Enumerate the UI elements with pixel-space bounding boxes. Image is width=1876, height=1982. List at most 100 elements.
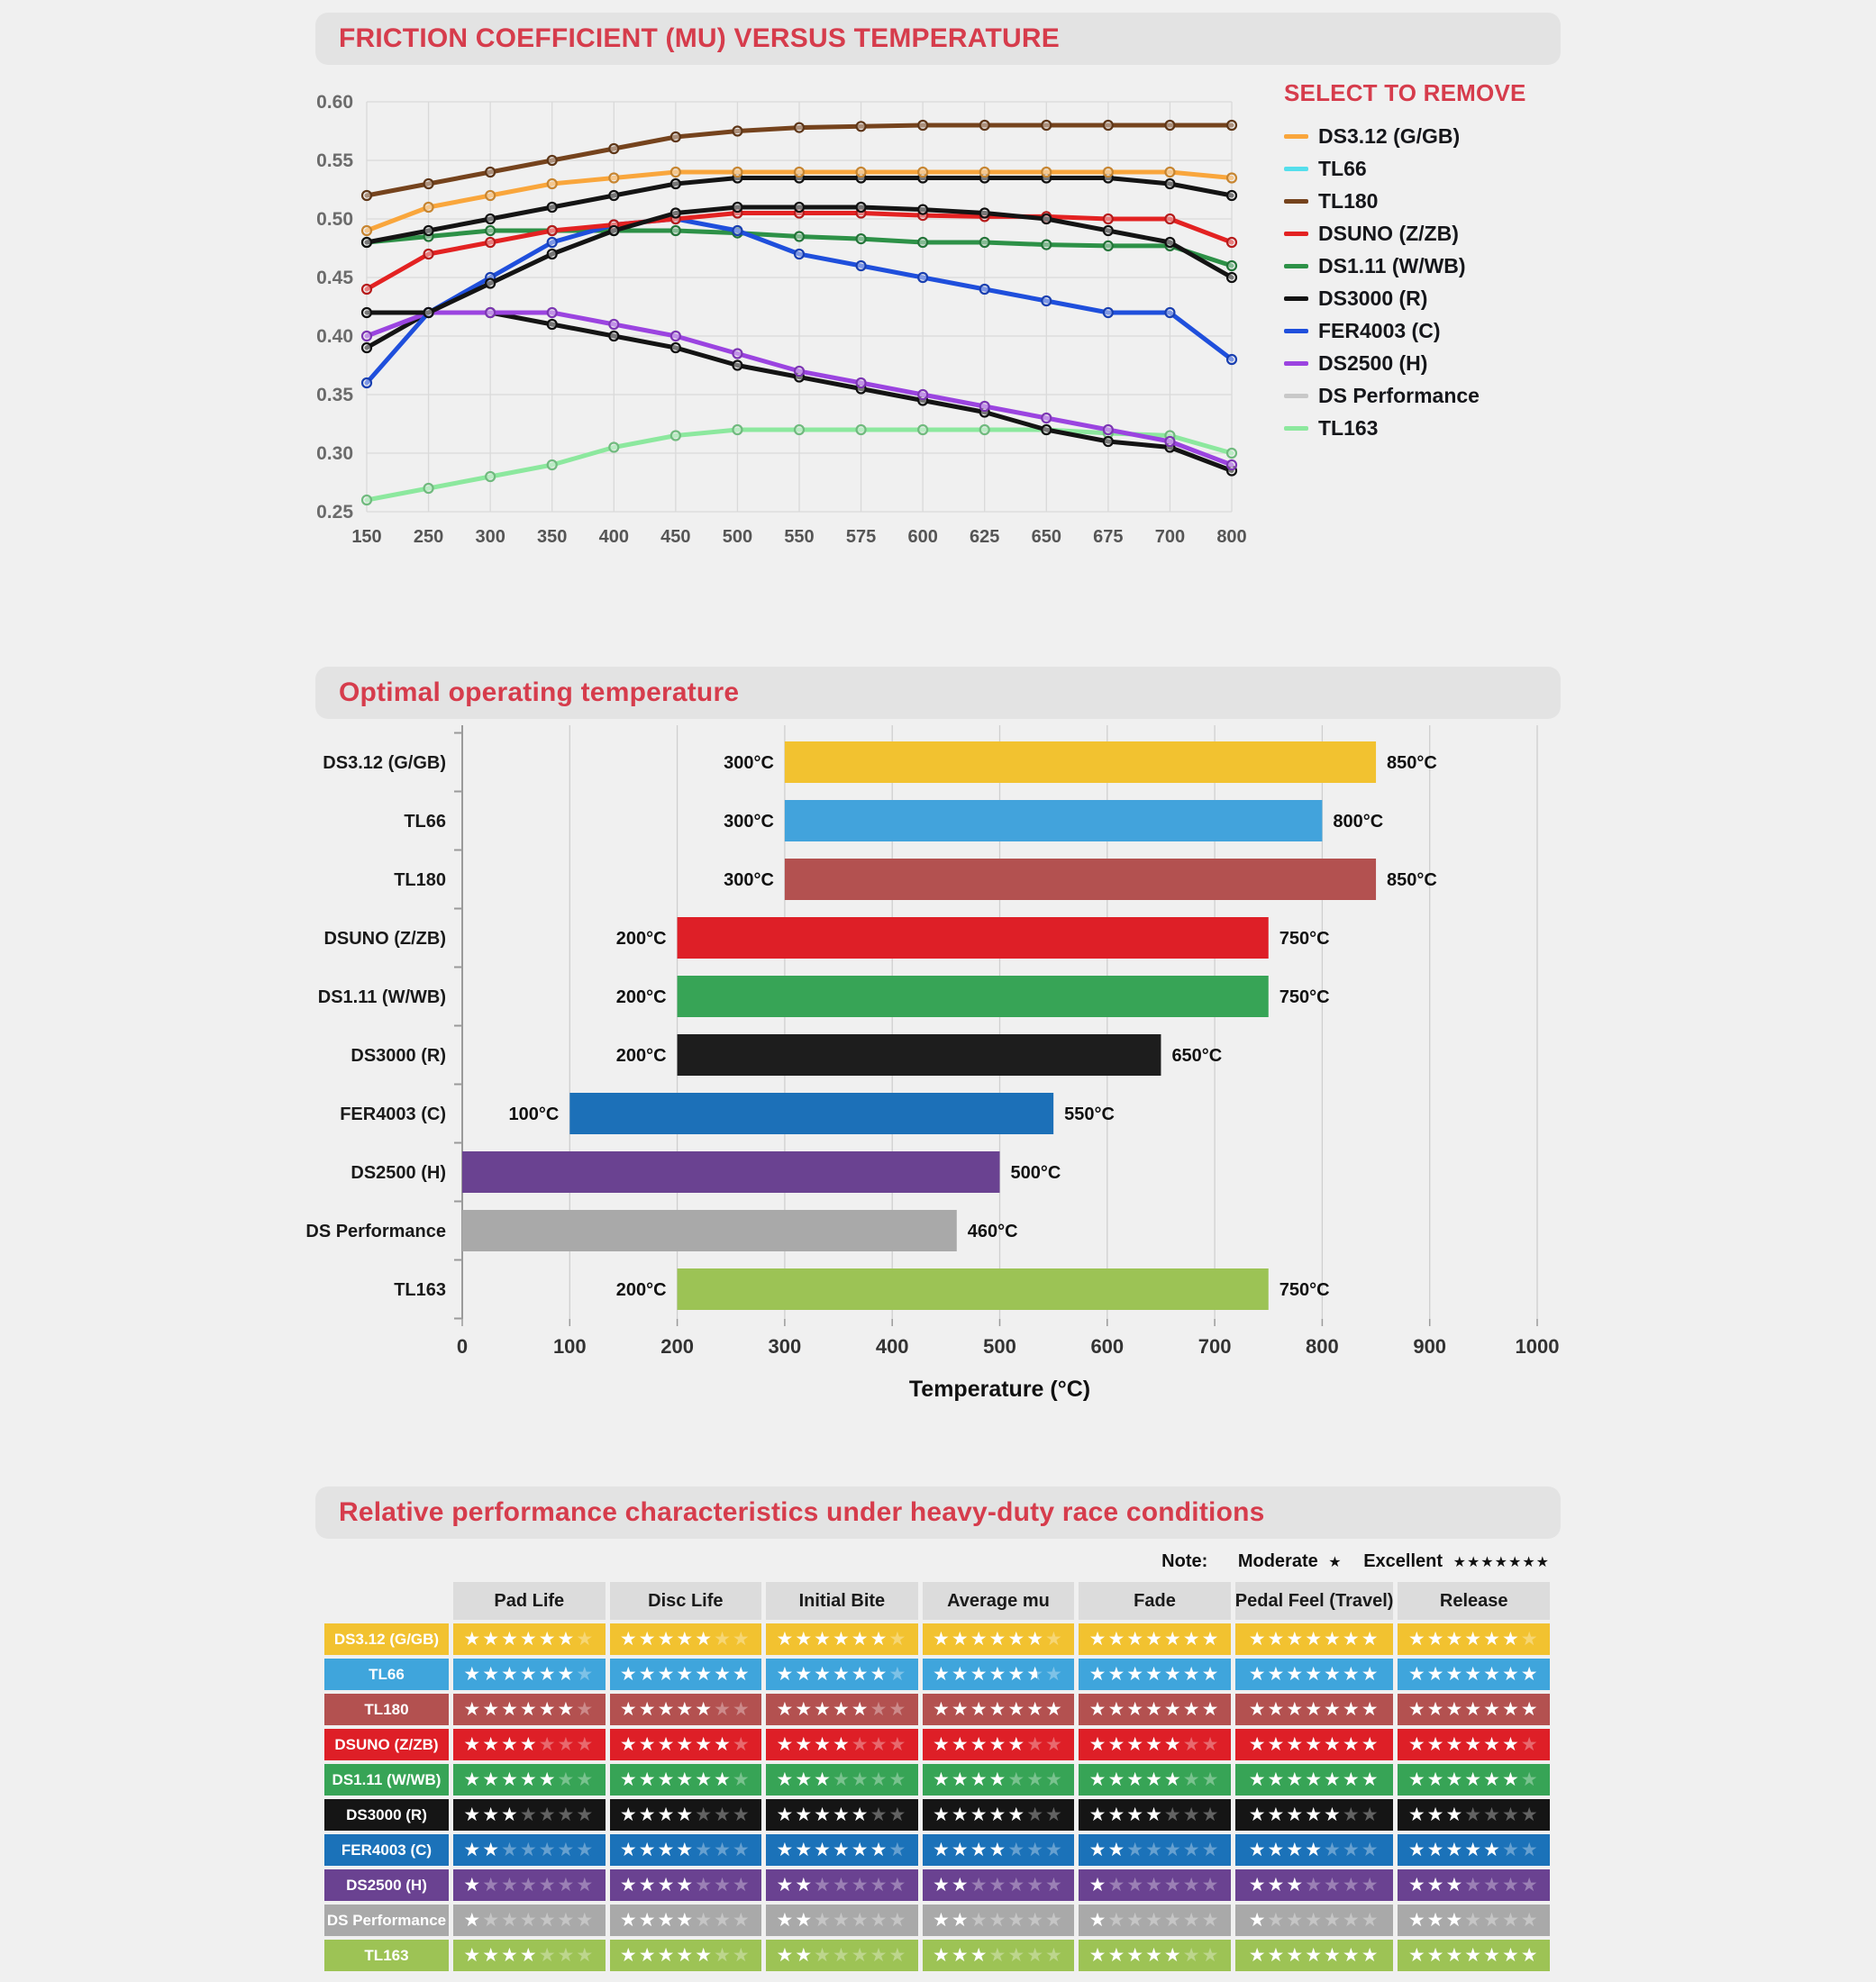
star-rating: ★★★★★★★	[463, 1945, 596, 1966]
star-rating: ★★★★★★★	[1407, 1840, 1540, 1860]
star-rating: ★★★★★★★	[1407, 1910, 1540, 1931]
line-chart-grid	[366, 101, 1233, 513]
series-point-dsuno-z-zb	[423, 248, 434, 260]
star-rating: ★★★★★★★	[776, 1699, 908, 1720]
rating-cell-ds3000-r-average-mu: ★★★★★★★	[922, 1799, 1075, 1831]
legend-item-ds3-12-g-gb[interactable]: DS3.12 (G/GB)	[1284, 120, 1572, 152]
legend-item-ds3000-r[interactable]: DS3000 (R)	[1284, 282, 1572, 314]
temperature-chart-title: Optimal operating temperature	[339, 677, 740, 707]
note-moderate-stars: ★	[1328, 1555, 1343, 1570]
bar-ds3000-r	[677, 1034, 1161, 1076]
bar-row-tl180: TL180 300°C 850°C	[394, 859, 1437, 900]
legend-item-ds-performance[interactable]: DS Performance	[1284, 379, 1572, 412]
star-rating: ★★★★★★★	[776, 1910, 908, 1931]
star-rating: ★★★★★★★	[1407, 1945, 1540, 1966]
legend-swatch-ds2500-h	[1284, 360, 1308, 366]
svg-text:300: 300	[769, 1335, 802, 1358]
series-point-tl66	[669, 177, 681, 190]
rating-cell-ds3-12-g-gb-pad-life: ★★★★★★★	[453, 1623, 606, 1655]
series-point-tl180	[669, 131, 681, 143]
series-point-ds1-11-w-wb	[1225, 259, 1238, 272]
rating-cell-tl66-initial-bite: ★★★★★★★	[766, 1659, 918, 1690]
star-rating: ★★★★★★★	[463, 1734, 596, 1755]
rating-cell-ds-performance-pad-life: ★★★★★★★	[453, 1905, 606, 1936]
star-rating: ★★★★★★★	[1088, 1805, 1221, 1825]
series-point-tl180	[1164, 119, 1176, 132]
bar-row-tl163: TL163 200°C 750°C	[394, 1268, 1330, 1310]
series-line-tl163	[364, 427, 1234, 503]
series-point-tl163	[732, 423, 743, 436]
star-rating: ★★★★★★★	[1407, 1629, 1540, 1650]
series-point-tl163	[669, 430, 681, 441]
bar-ds2500-h	[462, 1151, 1000, 1193]
rating-cell-ds3000-r-fade: ★★★★★★★	[1079, 1799, 1231, 1831]
legend-label-ds-performance: DS Performance	[1318, 383, 1480, 407]
svg-text:575: 575	[846, 527, 876, 547]
row-label-ds2500-h: DS2500 (H)	[324, 1869, 449, 1901]
legend-item-ds1-11-w-wb[interactable]: DS1.11 (W/WB)	[1284, 250, 1572, 282]
series-point-ds2500-h	[669, 330, 681, 342]
bar-dsuno-z-zb	[677, 917, 1269, 959]
table-header-average-mu: Average mu	[922, 1582, 1075, 1620]
series-point-fer4003-c	[1164, 306, 1176, 319]
rating-cell-fer4003-c-pedal-feel-travel: ★★★★★★★	[1234, 1834, 1394, 1866]
series-point-tl180	[1041, 119, 1052, 132]
bar-category-label-ds1-11-w-wb: DS1.11 (W/WB)	[318, 987, 446, 1007]
bar-category-label-ds3-12-g-gb: DS3.12 (G/GB)	[323, 753, 446, 773]
series-point-ds1-11-w-wb	[979, 236, 990, 249]
rating-cell-ds1-11-w-wb-release: ★★★★★★★	[1398, 1764, 1550, 1796]
star-rating: ★★★★★★★	[619, 1805, 751, 1825]
svg-text:700: 700	[1198, 1335, 1232, 1358]
friction-chart-legend: SELECT TO REMOVE DS3.12 (G/GB) TL66 TL180 D…	[1284, 79, 1572, 444]
legend-item-dsuno-z-zb[interactable]: DSUNO (Z/ZB)	[1284, 217, 1572, 250]
rating-cell-tl66-release: ★★★★★★★	[1398, 1659, 1550, 1690]
star-rating: ★★★★★★★	[1248, 1699, 1380, 1720]
series-ds3-12-g-gb	[360, 166, 1238, 237]
legend-item-fer4003-c[interactable]: FER4003 (C)	[1284, 314, 1572, 347]
rating-cell-ds3-12-g-gb-release: ★★★★★★★	[1398, 1623, 1550, 1655]
series-point-ds3000-r	[793, 201, 806, 214]
legend-item-tl180[interactable]: TL180	[1284, 185, 1572, 217]
legend-item-ds2500-h[interactable]: DS2500 (H)	[1284, 347, 1572, 379]
legend-item-tl163[interactable]: TL163	[1284, 412, 1572, 444]
star-rating: ★★★★★★★	[619, 1840, 751, 1860]
legend-label-tl66: TL66	[1318, 156, 1367, 180]
series-point-ds1-11-w-wb	[669, 224, 681, 237]
star-rating: ★★★★★★★	[463, 1664, 596, 1685]
star-rating: ★★★★★★★	[619, 1699, 751, 1720]
star-rating: ★★★★★★★	[1248, 1734, 1380, 1755]
rating-cell-ds1-11-w-wb-fade: ★★★★★★★	[1079, 1764, 1231, 1796]
bar-max-label-dsuno-z-zb: 750°C	[1280, 929, 1330, 949]
series-point-fer4003-c	[1041, 295, 1052, 307]
star-rating: ★★★★★★★	[1248, 1945, 1380, 1966]
series-point-tl66	[485, 213, 496, 225]
bar-row-ds2500-h: DS2500 (H) 500°C	[351, 1151, 1061, 1193]
bar-min-label-tl66: 300°C	[724, 812, 774, 832]
series-point-ds3000-r	[979, 207, 990, 219]
rating-cell-tl66-pad-life: ★★★★★★★	[453, 1659, 606, 1690]
row-label-tl180: TL180	[324, 1694, 449, 1725]
rating-cell-ds3000-r-initial-bite: ★★★★★★★	[766, 1799, 918, 1831]
bar-row-fer4003-c: FER4003 (C) 100°C 550°C	[340, 1093, 1115, 1134]
series-point-fer4003-c	[1225, 353, 1238, 366]
series-point-ds-performance	[1102, 435, 1114, 448]
bar-row-dsuno-z-zb: DSUNO (Z/ZB) 200°C 750°C	[323, 917, 1330, 959]
legend-item-tl66[interactable]: TL66	[1284, 152, 1572, 185]
legend-title: SELECT TO REMOVE	[1284, 79, 1526, 106]
star-rating: ★★★★★★★	[463, 1805, 596, 1825]
series-point-tl163	[485, 470, 496, 483]
series-point-ds3-12-g-gb	[917, 166, 929, 178]
legend-swatch-ds1-11-w-wb	[1284, 263, 1308, 268]
svg-text:0.25: 0.25	[316, 502, 353, 523]
rating-cell-ds-performance-release: ★★★★★★★	[1398, 1905, 1550, 1936]
bar-category-label-tl66: TL66	[404, 812, 446, 832]
rating-cell-ds3-12-g-gb-pedal-feel-travel: ★★★★★★★	[1234, 1623, 1394, 1655]
svg-text:700: 700	[1155, 527, 1185, 547]
series-point-ds-performance	[360, 341, 373, 354]
series-point-ds3-12-g-gb	[1102, 166, 1114, 178]
friction-line-chart: 0.25 0.30 0.35 0.40 0.45 0.50 0.55 0.60 150 250 30…	[316, 92, 1247, 547]
row-label-tl163: TL163	[324, 1940, 449, 1971]
rating-cell-ds3000-r-pad-life: ★★★★★★★	[453, 1799, 606, 1831]
series-point-fer4003-c	[360, 377, 373, 389]
legend-swatch-ds3-12-g-gb	[1284, 133, 1308, 139]
